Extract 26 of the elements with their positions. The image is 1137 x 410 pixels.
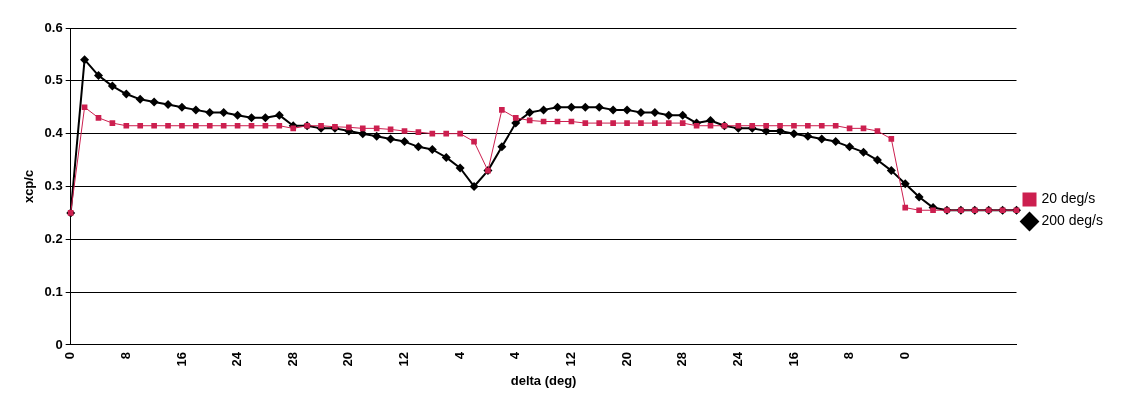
x-tick-label: 28 xyxy=(284,351,300,367)
x-tick-label: 0 xyxy=(896,351,912,360)
x-tick-label: 24 xyxy=(729,351,745,367)
y-tick-label: 0.2 xyxy=(44,230,63,246)
y-tick-label: 0.4 xyxy=(44,125,64,141)
x-tick-label: 16 xyxy=(785,351,801,367)
x-tick-label: 12 xyxy=(562,351,578,367)
x-tick-label: 12 xyxy=(396,351,412,367)
x-tick-label: 28 xyxy=(674,351,690,367)
y-axis-title: xcp/c xyxy=(21,169,37,204)
x-axis-title: delta (deg) xyxy=(510,372,577,388)
x-tick-label: 24 xyxy=(229,351,245,367)
x-tick-label: 4 xyxy=(507,351,523,360)
y-tick-label: 0.6 xyxy=(44,19,63,35)
x-tick-label: 0 xyxy=(62,351,78,360)
x-tick-label: 8 xyxy=(841,351,857,360)
y-tick-label: 0.1 xyxy=(44,283,63,299)
legend-label: 200 deg/s xyxy=(1041,212,1103,229)
y-tick-label: 0.5 xyxy=(44,72,63,88)
x-tick-label: 20 xyxy=(618,351,634,367)
legend-label: 20 deg/s xyxy=(1041,190,1096,207)
x-tick-label: 16 xyxy=(173,351,189,367)
y-tick-label: 0.3 xyxy=(44,178,63,194)
x-tick-label: 4 xyxy=(451,351,467,360)
x-tick-label: 8 xyxy=(117,351,133,360)
x-tick-label: 20 xyxy=(340,351,356,367)
